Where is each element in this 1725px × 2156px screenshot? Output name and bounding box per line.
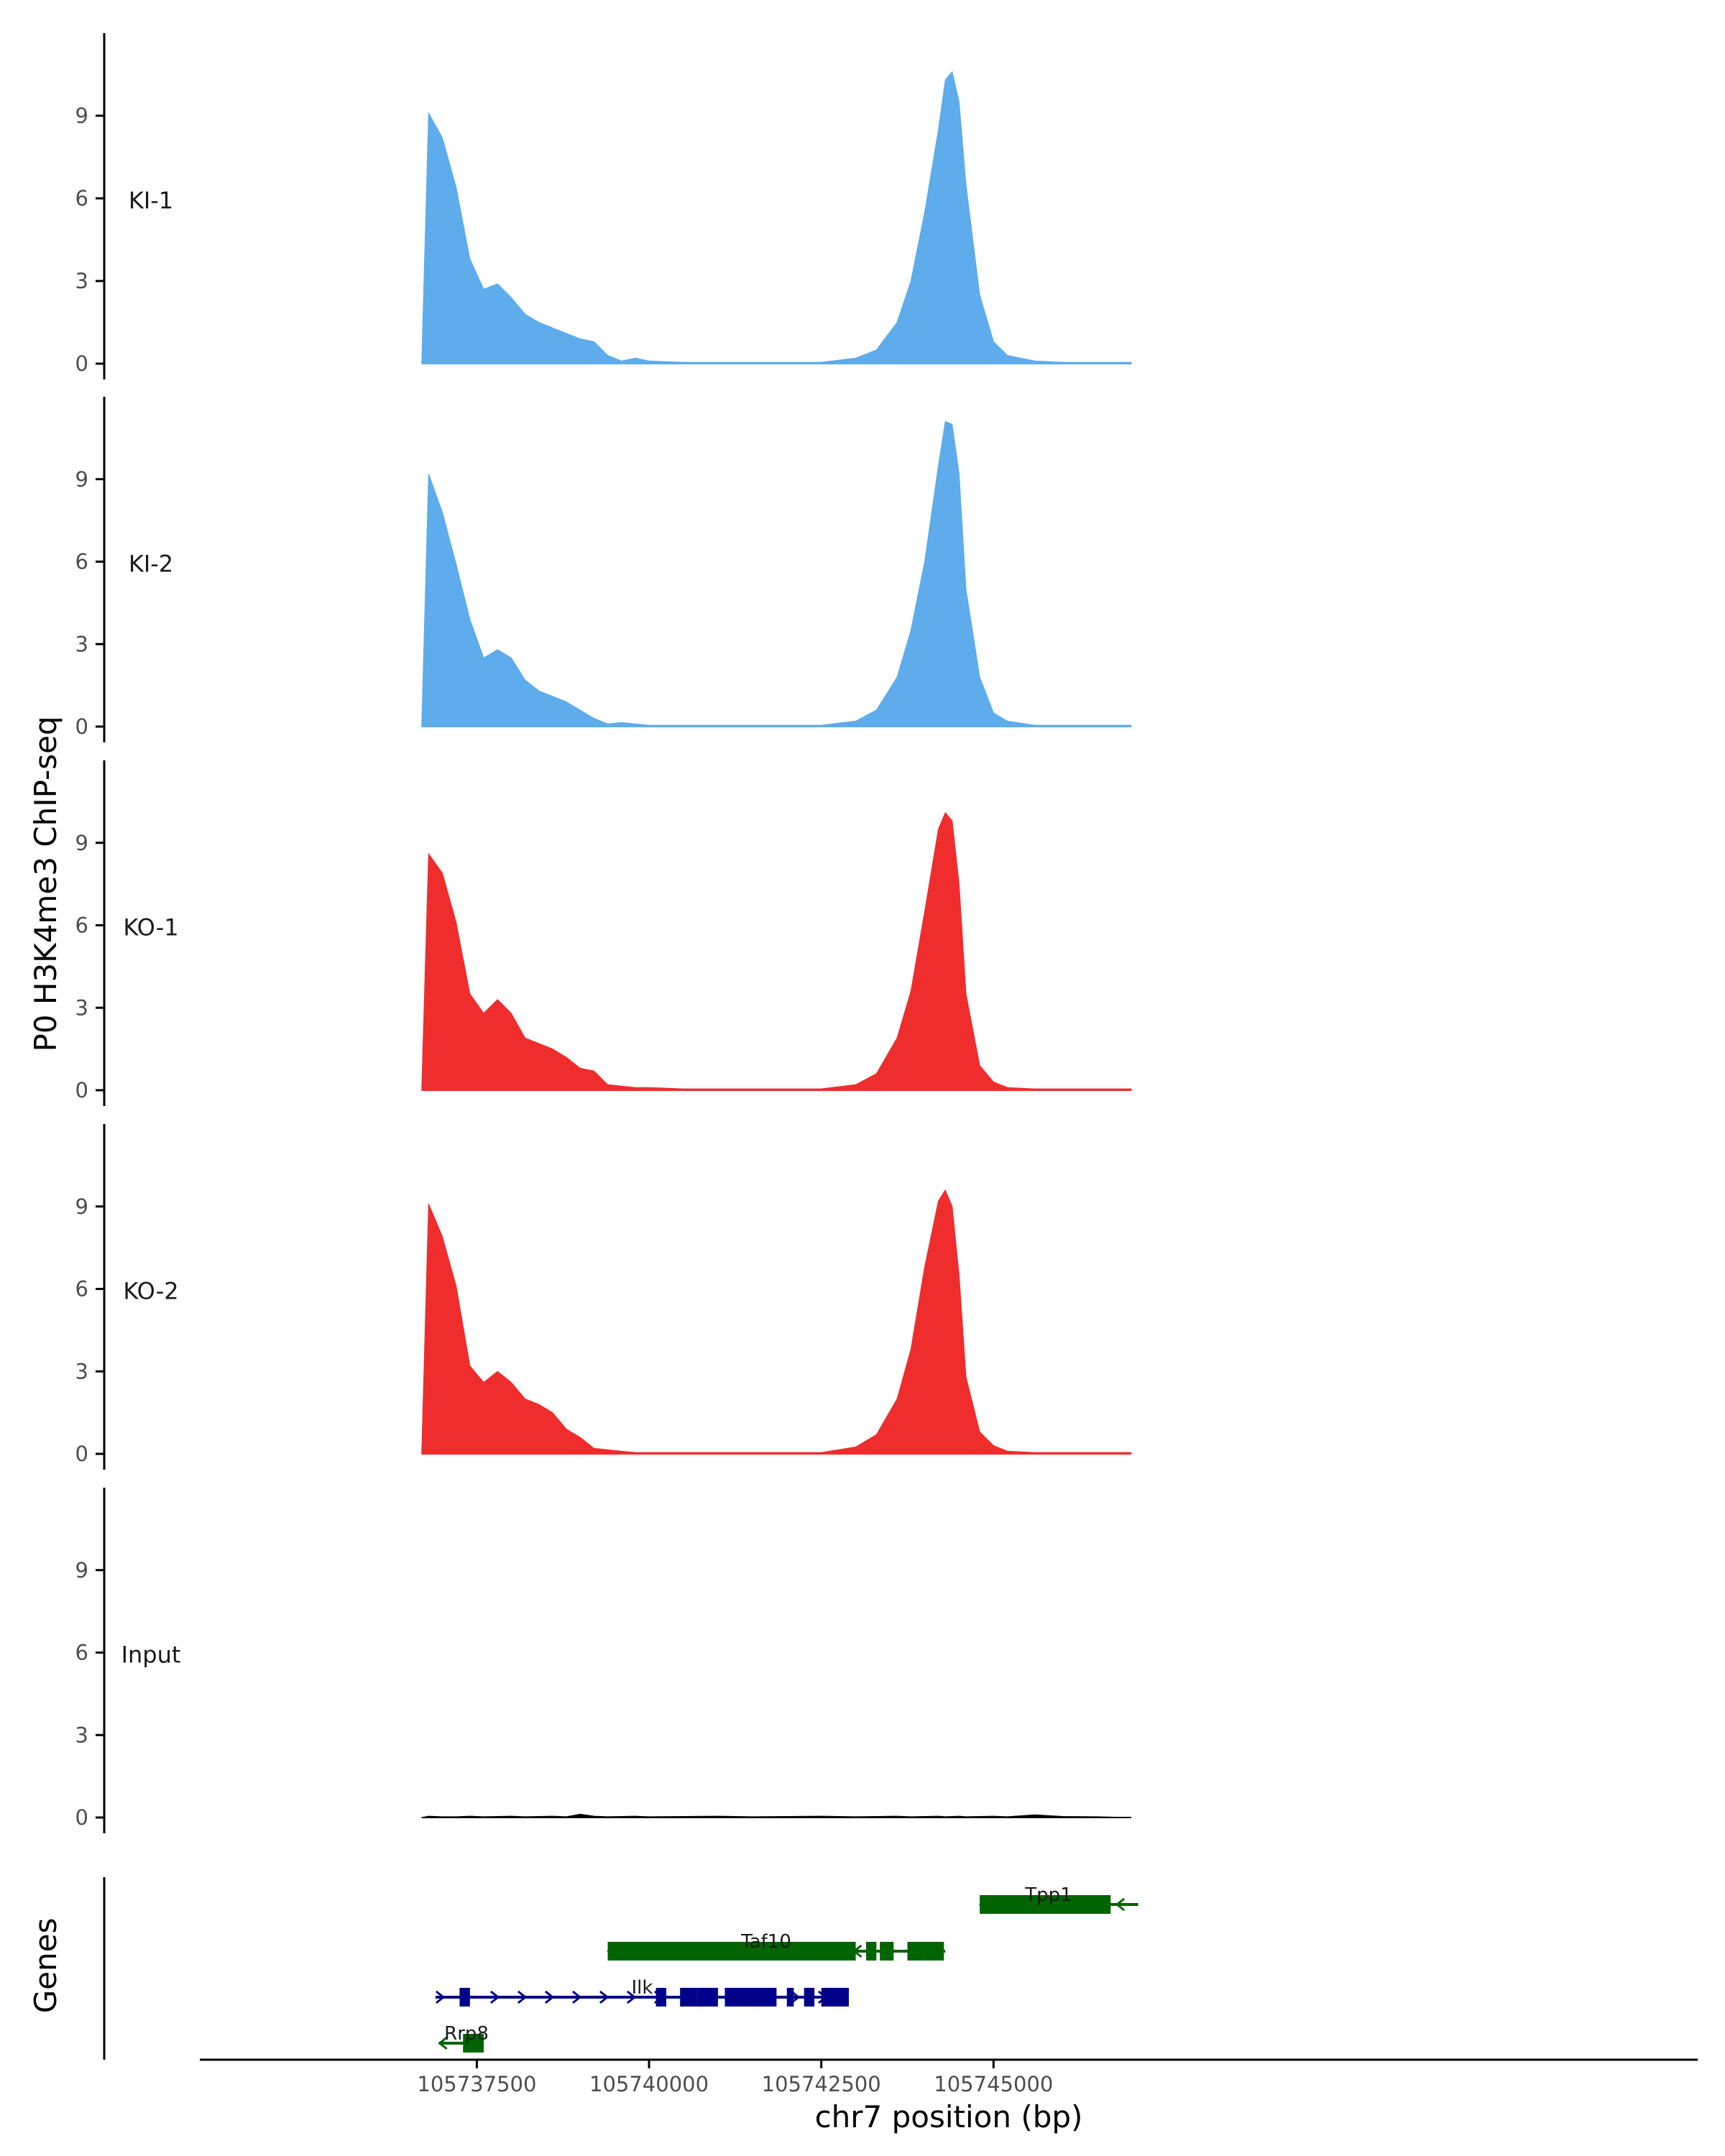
y-tick-label: 9 — [75, 103, 88, 128]
gene-rrp8: Rrp8 — [438, 2023, 489, 2053]
exon-block — [980, 1895, 1111, 1914]
sample-label: KO-2 — [123, 1277, 178, 1304]
exon-block — [680, 1988, 698, 2007]
y-tick-label: 0 — [75, 1442, 88, 1466]
x-tick-label: 105742500 — [762, 2072, 881, 2096]
strand-arrow — [1115, 1897, 1126, 1912]
y-tick-label: 3 — [75, 995, 88, 1020]
exon-block — [907, 1942, 925, 1961]
x-tick-label: 105745000 — [934, 2072, 1053, 2096]
coverage-area-ko-2 — [421, 1189, 1132, 1455]
gene-taf10: Taf10 — [607, 1931, 946, 1961]
exon-block — [459, 1988, 470, 2007]
y-tick-label: 0 — [75, 351, 88, 376]
y-tick-label: 3 — [75, 632, 88, 656]
y-tick-label: 9 — [75, 831, 88, 855]
exon-block — [607, 1942, 856, 1961]
y-tick-label: 9 — [75, 1194, 88, 1219]
track-input: 0 3 6 9 Input — [75, 1488, 1132, 1833]
strand-arrow — [626, 1990, 637, 2004]
strand-arrow — [517, 1990, 528, 2004]
track-ko-1: 0 3 6 9 KO-1 — [75, 760, 1132, 1106]
y-tick-label: 6 — [75, 1641, 88, 1665]
exon-block — [804, 1988, 815, 2007]
x-axis: 105737500 105740000 105742500 105745000 — [200, 2058, 1698, 2096]
track-ki-1: 0 3 6 9 KI-1 — [75, 33, 1132, 379]
y-tick-label: 9 — [75, 467, 88, 492]
gene-label-taf10: Taf10 — [740, 1931, 791, 1953]
y-tick-label: 0 — [75, 1805, 88, 1830]
exon-block — [697, 1988, 718, 2007]
sample-label: KI-2 — [129, 550, 173, 577]
strand-arrow — [489, 1990, 500, 2004]
y-tick-label: 6 — [75, 186, 88, 211]
sample-label: KO-1 — [123, 913, 178, 941]
coverage-area-input — [421, 1813, 1132, 1818]
gene-label-rrp8: Rrp8 — [444, 2023, 489, 2045]
genes-axis-title: Genes — [28, 1918, 63, 2014]
y-tick-label: 0 — [75, 1078, 88, 1102]
gene-track: Tpp1 Taf10 Ilk Rrp8 — [103, 1877, 1138, 2060]
y-tick-label: 3 — [75, 1723, 88, 1747]
gene-ilk: Ilk — [435, 1977, 850, 2007]
coverage-tracks: 0 3 6 9 KI-1 0 3 6 9 KI-2 0 3 6 9 KO-1 0 3 6 9 KO-2 0 3 6 9 Inpu… — [75, 33, 1132, 1833]
coverage-area-ko-1 — [421, 811, 1132, 1091]
exon-block — [786, 1988, 794, 2007]
sample-label: KI-1 — [129, 187, 173, 214]
y-tick-label: 9 — [75, 1558, 88, 1583]
exon-block — [724, 1988, 777, 2007]
exon-block — [865, 1942, 877, 1961]
gene-label-ilk: Ilk — [631, 1977, 653, 1999]
track-ko-2: 0 3 6 9 KO-2 — [75, 1124, 1132, 1470]
y-axis-title: P0 H3K4me3 ChIP-seq — [28, 716, 63, 1051]
x-tick-label: 105740000 — [589, 2072, 709, 2096]
strand-arrow — [435, 1990, 446, 2004]
exon-block — [656, 1988, 667, 2007]
strand-arrow — [544, 1990, 555, 2004]
x-tick-label: 105737500 — [417, 2072, 536, 2096]
coverage-area-ki-2 — [421, 420, 1132, 727]
sample-label: Input — [121, 1641, 181, 1668]
y-tick-label: 6 — [75, 1277, 88, 1302]
x-axis-title: chr7 position (bp) — [815, 2099, 1083, 2134]
exon-block — [463, 2034, 484, 2053]
y-tick-label: 3 — [75, 1359, 88, 1383]
strand-arrow — [571, 1990, 582, 2004]
y-tick-label: 0 — [75, 714, 88, 739]
gene-tpp1: Tpp1 — [978, 1884, 1138, 1914]
strand-arrow — [599, 1990, 610, 2004]
y-tick-label: 3 — [75, 269, 88, 293]
y-tick-label: 6 — [75, 913, 88, 938]
strand-arrow — [438, 2036, 448, 2050]
exon-block — [924, 1942, 944, 1961]
track-ki-2: 0 3 6 9 KI-2 — [75, 397, 1132, 742]
y-tick-label: 6 — [75, 550, 88, 574]
gene-label-tpp1: Tpp1 — [1024, 1884, 1072, 1906]
exon-block — [880, 1942, 894, 1961]
exon-block — [821, 1988, 850, 2007]
coverage-area-ki-1 — [421, 70, 1132, 364]
